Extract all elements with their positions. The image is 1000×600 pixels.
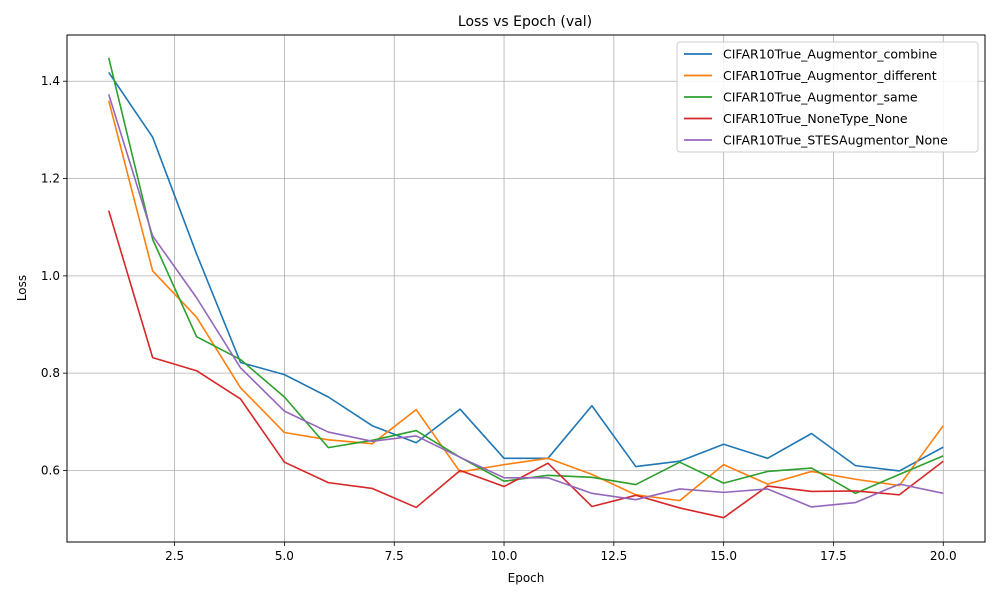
y-tick-label: 0.8 (41, 366, 60, 380)
legend-label-0: CIFAR10True_Augmentor_combine (723, 47, 938, 62)
x-tick-label: 10.0 (491, 549, 518, 563)
x-tick-label: 2.5 (165, 549, 184, 563)
series-line-1 (107, 100, 944, 502)
x-tick-label: 17.5 (820, 549, 847, 563)
legend-label-2: CIFAR10True_Augmentor_same (723, 90, 918, 105)
legend-label-1: CIFAR10True_Augmentor_different (723, 68, 937, 83)
legend-frame (676, 41, 979, 153)
series-line-4 (107, 94, 944, 508)
legend-label-4: CIFAR10True_STESAugmentor_None (723, 133, 948, 148)
tick-layer: 2.5 5.0 7.5 10.0 12.5 15.0 17.5 20.0 0.6 0.8 1.0 1.… (41, 74, 957, 563)
x-tick-label: 20.0 (930, 549, 957, 563)
x-tick-label: 15.0 (710, 549, 737, 563)
x-axis-label: Epoch (508, 571, 545, 585)
x-tick-label: 5.0 (275, 549, 294, 563)
y-tick-label: 1.2 (41, 172, 60, 186)
chart-title: Loss vs Epoch (val) (458, 14, 592, 30)
x-tick-label: 12.5 (600, 549, 627, 563)
y-axis-label: Loss (15, 275, 29, 301)
legend: CIFAR10True_Augmentor_combine CIFAR10True… (676, 41, 979, 153)
plot-frame (66, 34, 986, 543)
series-layer (107, 57, 944, 519)
y-tick-label: 0.6 (41, 463, 60, 477)
legend-label-3: CIFAR10True_NoneType_None (723, 111, 908, 126)
y-tick-label: 1.4 (41, 74, 60, 88)
series-line-0 (108, 72, 944, 472)
x-tick-label: 7.5 (385, 549, 404, 563)
series-line-3 (107, 210, 944, 519)
y-tick-label: 1.0 (41, 269, 60, 283)
